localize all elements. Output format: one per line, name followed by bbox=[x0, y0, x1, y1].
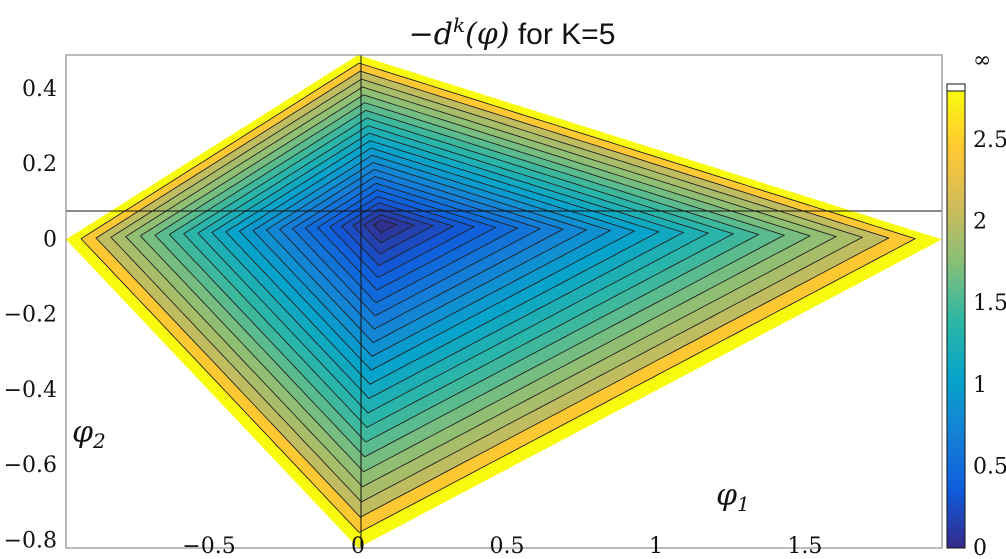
y-tick-label: 0.2 bbox=[22, 152, 57, 177]
contour-level bbox=[372, 219, 398, 234]
plot-border bbox=[65, 54, 943, 549]
chart-title: −dk(φ) for K=5 bbox=[409, 13, 616, 52]
colorbar-tick-label: 0 bbox=[973, 536, 987, 559]
y-tick-label: 0.4 bbox=[22, 77, 57, 102]
colorbar-gradient bbox=[946, 90, 966, 549]
y-tick-label: −0.6 bbox=[4, 453, 57, 478]
colorbar-tick-label: 2 bbox=[973, 210, 987, 235]
colorbar-infinity-cell bbox=[946, 83, 966, 92]
y-tick-label: −0.2 bbox=[4, 303, 57, 328]
x-tick-labels: −0.5 0 0.5 1 1.5 bbox=[182, 534, 822, 559]
colorbar-tick-label: 2.5 bbox=[973, 128, 1006, 153]
x-tick-label: 0.5 bbox=[490, 534, 525, 559]
x-axis-label: φ1 bbox=[716, 478, 750, 516]
colorbar-tick-label: 1.5 bbox=[973, 291, 1006, 316]
x-tick-label: −0.5 bbox=[182, 534, 235, 559]
y-tick-label: −0.4 bbox=[4, 378, 57, 403]
y-tick-label: 0 bbox=[43, 227, 57, 252]
colorbar-infinity-label: ∞ bbox=[973, 48, 991, 73]
contour-layers bbox=[66, 55, 942, 548]
colorbar-tick-labels: 0 0.5 1 1.5 2 2.5 bbox=[973, 128, 1006, 559]
x-tick-label: 1 bbox=[649, 534, 663, 559]
colorbar: ∞ 0 0.5 1 1.5 2 2.5 bbox=[946, 48, 1006, 559]
x-tick-label: 1.5 bbox=[787, 534, 822, 559]
y-tick-labels: 0.4 0.2 0 −0.2 −0.4 −0.6 −0.8 bbox=[4, 77, 57, 554]
y-axis-label: φ2 bbox=[72, 415, 106, 453]
colorbar-tick-label: 0.5 bbox=[973, 454, 1006, 479]
colorbar-tick-label: 1 bbox=[973, 373, 987, 398]
x-tick-label: 0 bbox=[351, 534, 365, 559]
y-tick-label: −0.8 bbox=[4, 529, 57, 554]
